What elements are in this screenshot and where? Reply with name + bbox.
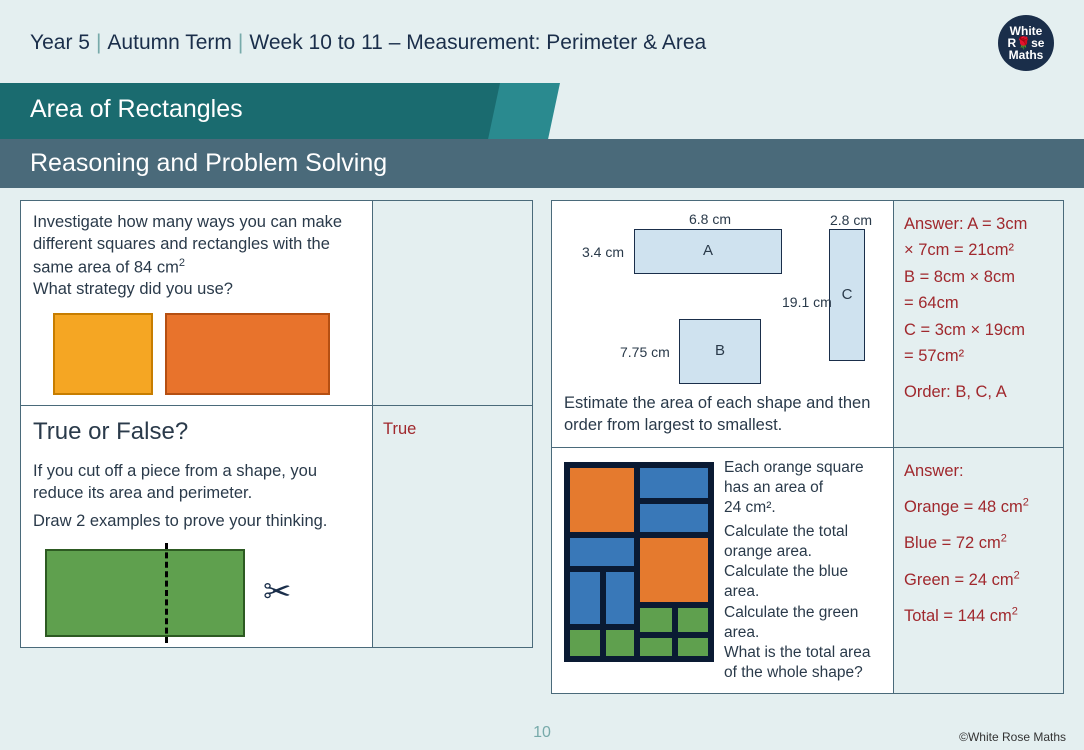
- shape-b: B: [679, 319, 761, 384]
- title-bar: Area of Rectangles: [0, 83, 1084, 139]
- green-tile-icon: [606, 630, 634, 656]
- question-4-answer: Answer: Orange = 48 cm2 Blue = 72 cm2 Gr…: [893, 448, 1063, 694]
- q4-ans-blue: Blue = 72 cm2: [904, 530, 1053, 556]
- dim-a-width: 6.8 cm: [689, 210, 731, 229]
- question-2-answer: True: [372, 406, 532, 647]
- q2-title: True or False?: [33, 416, 360, 448]
- q3-ans-l6: = 57cm²: [904, 343, 1053, 369]
- q3-ans-l3: B = 8cm × 8cm: [904, 264, 1053, 290]
- question-2-body: True or False? If you cut off a piece fr…: [21, 406, 372, 647]
- week-label: Week 10 to 11 – Measurement: Perimeter &…: [249, 31, 706, 55]
- blue-tile-icon: [606, 572, 634, 624]
- question-2-panel: True or False? If you cut off a piece fr…: [20, 405, 533, 648]
- q4-tile-diagram: [564, 462, 714, 662]
- logo-line3: Maths: [1009, 49, 1044, 61]
- q4-ans-green: Green = 24 cm2: [904, 567, 1053, 593]
- q2-answer-text: True: [383, 420, 416, 438]
- q4-text: Each orange square has an area of 24 cm²…: [724, 458, 881, 684]
- question-3-answer: Answer: A = 3cm × 7cm = 21cm² B = 8cm × …: [893, 201, 1063, 447]
- q3-ans-l2: × 7cm = 21cm²: [904, 237, 1053, 263]
- question-4-panel: Each orange square has an area of 24 cm²…: [551, 447, 1064, 695]
- q4-ans-title: Answer:: [904, 458, 1053, 484]
- dim-b-height: 7.75 cm: [620, 343, 670, 362]
- question-1-answer: [372, 201, 532, 405]
- q3-ans-l5: C = 3cm × 19cm: [904, 317, 1053, 343]
- left-column: Investigate how many ways you can make d…: [20, 200, 533, 694]
- q2-diagram: ✂: [33, 549, 360, 637]
- blue-tile-icon: [640, 468, 708, 498]
- subtitle-bar: Reasoning and Problem Solving: [0, 139, 1084, 188]
- green-tile-icon: [678, 638, 708, 656]
- term-label: Autumn Term: [107, 31, 232, 55]
- question-3-panel: A 6.8 cm 3.4 cm B 7.75 cm C 2.8 cm 19.1 …: [551, 200, 1064, 447]
- orange-rectangle-icon: [165, 313, 330, 395]
- blue-tile-icon: [640, 504, 708, 532]
- q4-ans-orange: Orange = 48 cm2: [904, 494, 1053, 520]
- question-4-body: Each orange square has an area of 24 cm²…: [552, 448, 893, 694]
- blue-tile-icon: [570, 572, 600, 624]
- dim-c-height: 19.1 cm: [782, 293, 832, 312]
- orange-tile-icon: [640, 538, 708, 602]
- dim-c-width: 2.8 cm: [830, 211, 872, 230]
- separator: |: [238, 31, 243, 55]
- green-tile-icon: [570, 630, 600, 656]
- page-header: Year 5 | Autumn Term | Week 10 to 11 – M…: [0, 0, 1084, 79]
- shape-c: C: [829, 229, 865, 361]
- yellow-square-icon: [53, 313, 153, 395]
- question-3-body: A 6.8 cm 3.4 cm B 7.75 cm C 2.8 cm 19.1 …: [552, 201, 893, 447]
- orange-tile-icon: [570, 468, 634, 532]
- shape-a: A: [634, 229, 782, 274]
- copyright-text: ©White Rose Maths: [959, 730, 1066, 744]
- question-1-panel: Investigate how many ways you can make d…: [20, 200, 533, 405]
- breadcrumb: Year 5 | Autumn Term | Week 10 to 11 – M…: [30, 31, 706, 55]
- scissors-icon: ✂: [263, 570, 292, 616]
- content-grid: Investigate how many ways you can make d…: [0, 188, 1084, 694]
- brand-logo: White R🌹se Maths: [998, 15, 1054, 71]
- q2-p1: If you cut off a piece from a shape, you…: [33, 460, 360, 505]
- year-label: Year 5: [30, 31, 90, 55]
- q3-instruction: Estimate the area of each shape and then…: [564, 392, 881, 437]
- green-tile-icon: [640, 638, 672, 656]
- q3-ans-l1: Answer: A = 3cm: [904, 211, 1053, 237]
- dim-a-height: 3.4 cm: [582, 243, 624, 262]
- right-column: A 6.8 cm 3.4 cm B 7.75 cm C 2.8 cm 19.1 …: [551, 200, 1064, 694]
- green-tile-icon: [678, 608, 708, 632]
- q4-ans-total: Total = 144 cm2: [904, 603, 1053, 629]
- q1-text: Investigate how many ways you can make d…: [33, 211, 360, 278]
- blue-tile-icon: [570, 538, 634, 566]
- q3-ans-order: Order: B, C, A: [904, 379, 1053, 405]
- green-tile-icon: [640, 608, 672, 632]
- green-rectangle-icon: [45, 549, 245, 637]
- page-title: Area of Rectangles: [30, 95, 243, 124]
- page-number: 10: [533, 724, 551, 742]
- question-1-body: Investigate how many ways you can make d…: [21, 201, 372, 405]
- separator: |: [96, 31, 101, 55]
- q1-strategy: What strategy did you use?: [33, 278, 360, 300]
- q3-shapes-diagram: A 6.8 cm 3.4 cm B 7.75 cm C 2.8 cm 19.1 …: [564, 211, 881, 386]
- q3-ans-l4: = 64cm: [904, 290, 1053, 316]
- q2-p2: Draw 2 examples to prove your thinking.: [33, 510, 360, 532]
- cut-line-icon: [165, 543, 168, 643]
- q1-shapes: [33, 313, 360, 395]
